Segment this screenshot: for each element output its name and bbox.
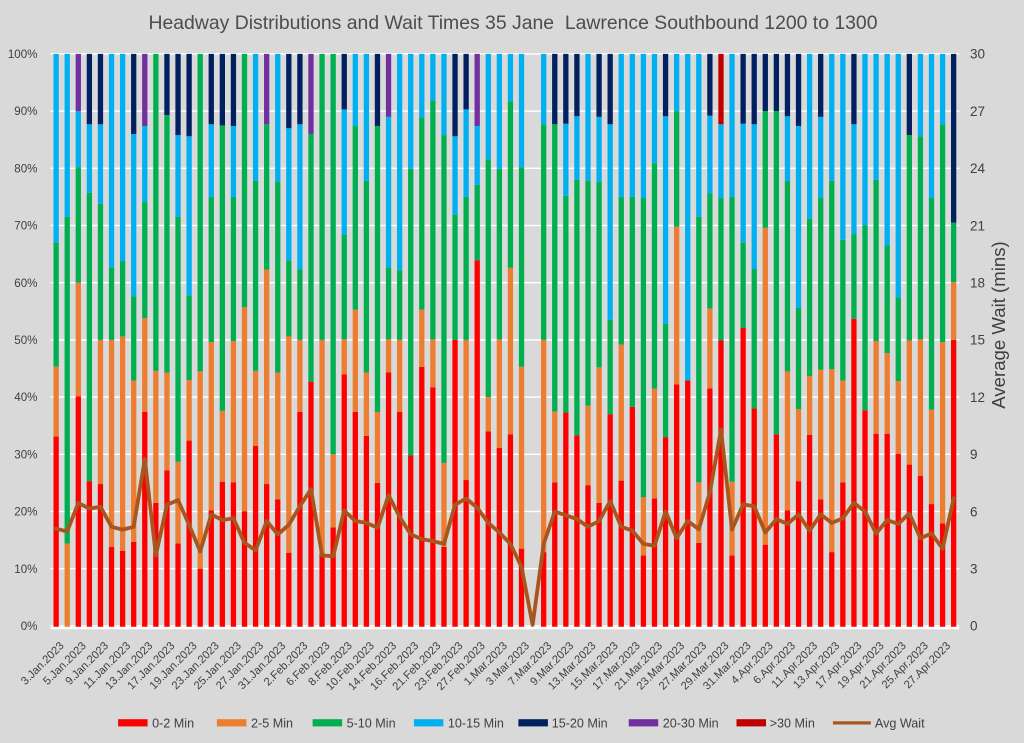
svg-text:3: 3: [970, 562, 978, 577]
svg-text:0-2 Min: 0-2 Min: [152, 716, 194, 730]
svg-text:70%: 70%: [14, 220, 37, 233]
svg-text:90%: 90%: [14, 105, 37, 118]
svg-text:9: 9: [970, 447, 978, 462]
svg-text:0: 0: [970, 619, 978, 634]
svg-text:2-5 Min: 2-5 Min: [251, 716, 293, 730]
svg-text:21: 21: [970, 218, 985, 233]
svg-text:30%: 30%: [14, 448, 37, 461]
svg-text:30: 30: [970, 47, 985, 62]
svg-text:10%: 10%: [14, 563, 37, 576]
svg-text:10-15 Min: 10-15 Min: [448, 716, 504, 730]
svg-text:5-10 Min: 5-10 Min: [347, 716, 396, 730]
svg-text:15-20 Min: 15-20 Min: [552, 716, 608, 730]
svg-text:Average Wait (mins): Average Wait (mins): [988, 241, 1009, 408]
svg-text:0%: 0%: [21, 620, 38, 633]
svg-text:27: 27: [970, 104, 985, 119]
svg-text:50%: 50%: [14, 334, 37, 347]
svg-text:Headway Distributions and Wait: Headway Distributions and Wait Times 35 …: [148, 12, 877, 34]
svg-text:24: 24: [970, 161, 986, 176]
svg-text:12: 12: [970, 390, 985, 405]
svg-text:20-30 Min: 20-30 Min: [663, 716, 719, 730]
svg-text:100%: 100%: [8, 48, 38, 61]
svg-text:20%: 20%: [14, 506, 37, 519]
svg-text:60%: 60%: [14, 277, 37, 290]
svg-text:18: 18: [970, 276, 985, 291]
svg-text:80%: 80%: [14, 162, 37, 175]
svg-text:Avg Wait: Avg Wait: [875, 716, 925, 730]
svg-text:40%: 40%: [14, 391, 37, 404]
svg-text:>30 Min: >30 Min: [770, 716, 815, 730]
svg-text:6: 6: [970, 504, 978, 519]
svg-text:15: 15: [970, 333, 985, 348]
